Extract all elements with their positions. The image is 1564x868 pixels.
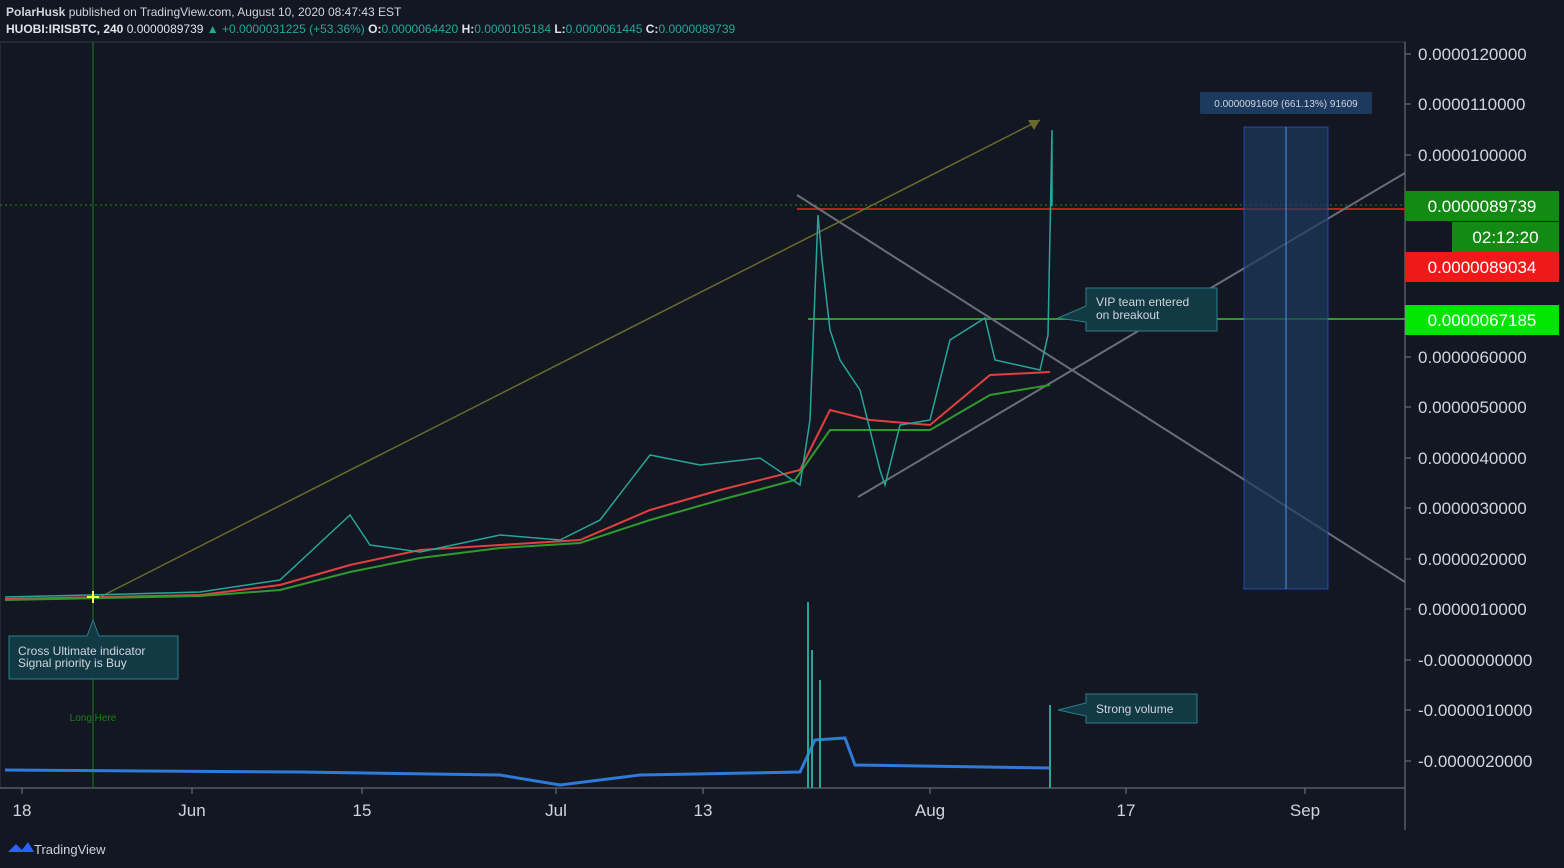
last: 0.0000089739 [126,22,204,36]
published: published on TradingView.com, August 10,… [68,5,402,19]
price-badge-label: 0.0000089739 [1428,197,1537,216]
measure-label: 0.0000091609 (661.13%) 91609 [1214,99,1358,110]
long-label: Long Here [70,713,117,724]
callout [1056,287,1218,332]
callout-text: Strong volume [1096,702,1174,716]
price-badge [1405,305,1559,335]
price-label: 0.0000060000 [1418,348,1527,367]
tv-logo [8,842,34,852]
price-badge-label: 0.0000067185 [1428,311,1537,330]
close: 0.0000089739 [658,22,736,36]
price-badge [1452,222,1559,252]
ma-lower [4,384,1051,601]
price-label: 0.0000040000 [1418,449,1527,468]
price-path [4,129,1053,598]
footer[interactable]: TradingView [34,842,106,857]
low: 0.0000061445 [565,22,643,36]
l-label: L: [554,22,566,36]
c-label: C: [645,22,659,36]
open: 0.0000064420 [381,22,459,36]
time-label: Jun [178,801,205,820]
time-label: Jul [545,801,567,820]
volume-spikes [807,602,1051,788]
price-badge-label: 02:12:20 [1472,228,1538,247]
callout-text: VIP team entered [1096,295,1189,309]
callout-text: on breakout [1096,308,1160,322]
volume-ma [4,736,1051,787]
price-label: 0.0000110000 [1418,95,1525,114]
target-arrow [99,119,1041,598]
price-label: 0.0000030000 [1418,499,1527,518]
symbol-line: HUOBI:IRISBTC, 240 0.0000089739 ▲ +0.000… [6,22,735,36]
callout [1057,693,1198,724]
time-label: 18 [13,801,32,820]
price-badge [1405,191,1559,221]
plot-frame [0,41,1406,789]
time-label: 13 [694,801,713,820]
price-badge [1405,252,1559,282]
price-badge-label: 0.0000089034 [1428,258,1537,277]
price-label: -0.0000010000 [1418,701,1532,720]
time-label: Aug [915,801,945,820]
measure-label-box [1200,92,1372,114]
high: 0.0000105184 [474,22,551,36]
price-label: 0.0000120000 [1418,45,1527,64]
price-label: -0.0000000000 [1418,651,1532,670]
publish-line: PolarHusk published on TradingView.com, … [6,5,401,19]
price-label: 0.0000020000 [1418,550,1527,569]
change: ▲ +0.0000031225 (+53.36%) [206,22,365,36]
callout-text: Signal priority is Buy [18,656,127,670]
callout-text: Cross Ultimate indicator [18,644,145,658]
h-label: H: [461,22,475,36]
time-label: 17 [1117,801,1136,820]
author[interactable]: PolarHusk [6,5,66,19]
callout [8,618,179,680]
price-label: 0.0000050000 [1418,398,1527,417]
time-label: Sep [1290,801,1320,820]
time-label: 15 [353,801,372,820]
price-label: 0.0000010000 [1418,600,1527,619]
o-label: O: [368,22,382,36]
symbol: HUOBI:IRISBTC, 240 [6,22,124,36]
arrow-head [1028,120,1040,130]
price-label: -0.0000020000 [1418,752,1532,771]
price-label: 0.0000100000 [1418,146,1527,165]
